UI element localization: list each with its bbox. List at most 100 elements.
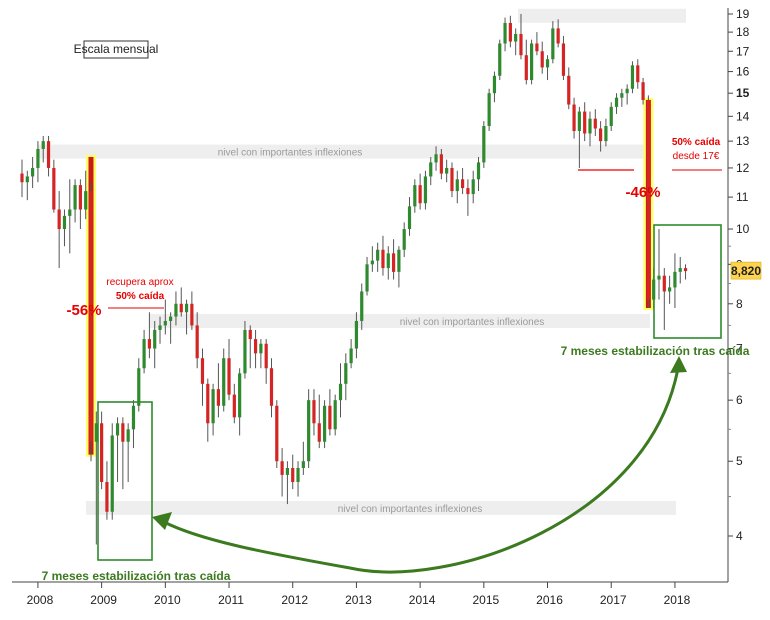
candle-body — [434, 154, 438, 163]
price-tick-label: 5 — [736, 454, 743, 468]
year-tick-label: 2010 — [154, 593, 181, 607]
candle-body — [471, 179, 475, 195]
price-tick-label: 19 — [736, 7, 750, 21]
candle-body — [466, 188, 470, 195]
price-tick-label: 10 — [736, 222, 750, 236]
year-tick-label: 2008 — [27, 593, 54, 607]
candle-body — [137, 368, 141, 406]
candle-body — [238, 373, 242, 418]
candle-body — [105, 481, 109, 512]
candle-body — [455, 179, 459, 192]
candle-body — [657, 275, 661, 280]
candle-body — [487, 93, 491, 127]
candle-body — [535, 43, 539, 52]
candle-body — [36, 148, 40, 168]
year-tick-label: 2013 — [345, 593, 372, 607]
candle-body — [227, 358, 231, 395]
candle-body — [577, 111, 581, 131]
price-tick-label: 12 — [736, 161, 750, 175]
candle-body — [540, 51, 544, 68]
candle-body — [328, 405, 332, 430]
candle-body — [57, 209, 61, 230]
candle-body — [147, 339, 151, 349]
candle-body — [41, 141, 45, 149]
candle-body — [216, 389, 221, 406]
candle-body — [583, 111, 587, 134]
candle-body — [174, 303, 178, 317]
candle-body — [253, 339, 258, 354]
candle-body — [503, 22, 507, 44]
candle-body — [407, 206, 412, 230]
candle-body — [248, 329, 252, 340]
candle-body — [317, 423, 321, 442]
candle-body — [524, 55, 528, 81]
fall-text-2: desde 17€ — [673, 151, 720, 162]
recovery-text-1: recupera aprox — [106, 277, 173, 288]
candle-body — [567, 75, 571, 105]
band-3 — [86, 500, 676, 515]
candle-body — [508, 22, 512, 42]
candle-body — [354, 320, 359, 349]
candle-body — [222, 358, 226, 406]
candle-body — [46, 141, 51, 168]
candle-body — [482, 126, 486, 163]
candle-body — [588, 118, 592, 134]
price-axis: 45678910111213141516171819 — [727, 7, 750, 582]
year-tick-label: 2012 — [281, 593, 308, 607]
price-tick-label: 4 — [736, 529, 743, 543]
candle-body — [190, 303, 194, 326]
candle-body — [609, 106, 613, 127]
candle-body — [269, 368, 274, 406]
stabilization-box-right — [653, 224, 722, 339]
fall-text-1: 50% caída — [672, 137, 721, 148]
scale-label-box — [83, 40, 149, 59]
candle-body — [115, 423, 120, 436]
candle-body — [556, 28, 560, 44]
band-1 — [38, 144, 648, 159]
candle-body — [179, 303, 183, 313]
candle-body — [301, 461, 305, 469]
candle-body — [678, 268, 682, 272]
candle-body — [386, 253, 390, 269]
candle-body — [604, 126, 608, 142]
candle-body — [20, 173, 24, 183]
last-price-badge — [730, 261, 762, 280]
candle-body — [280, 461, 284, 475]
price-tick-label: 6 — [736, 393, 743, 407]
candle-body — [413, 185, 417, 207]
year-tick-label: 2016 — [536, 593, 563, 607]
candle-body — [84, 191, 88, 210]
candle-body — [52, 167, 56, 210]
candle-body — [211, 389, 215, 424]
candle-body — [620, 93, 624, 98]
band-4 — [518, 8, 686, 23]
arrow-head-left — [152, 512, 172, 530]
candle-body — [264, 343, 268, 369]
candle-body — [662, 275, 666, 292]
candle-body — [545, 59, 550, 68]
candle-body — [158, 325, 162, 330]
candle-body — [131, 405, 136, 430]
stabilization-text-left: 7 meses estabilización tras caída — [42, 569, 231, 583]
price-tick-label: 18 — [736, 25, 750, 39]
price-tick-label: 14 — [736, 109, 750, 123]
candle-body — [370, 260, 374, 265]
stabilization-text-right: 7 meses estabilización tras caída — [561, 344, 750, 358]
candle-body — [94, 423, 98, 442]
candle-body — [344, 363, 348, 384]
price-tick-label: 7 — [736, 342, 743, 356]
candle-body — [498, 43, 502, 76]
drop-2017-label: -46% — [625, 184, 660, 201]
candle-body — [110, 435, 114, 512]
candle-body — [381, 249, 385, 269]
candle-body — [551, 28, 555, 60]
candle-body — [376, 249, 380, 261]
year-tick-label: 2014 — [409, 593, 436, 607]
candle-body — [429, 162, 433, 177]
candle-body — [126, 429, 130, 442]
candle-body — [391, 253, 396, 272]
candle-body — [599, 128, 603, 142]
year-tick-label: 2015 — [472, 593, 499, 607]
candle-body — [142, 339, 146, 369]
